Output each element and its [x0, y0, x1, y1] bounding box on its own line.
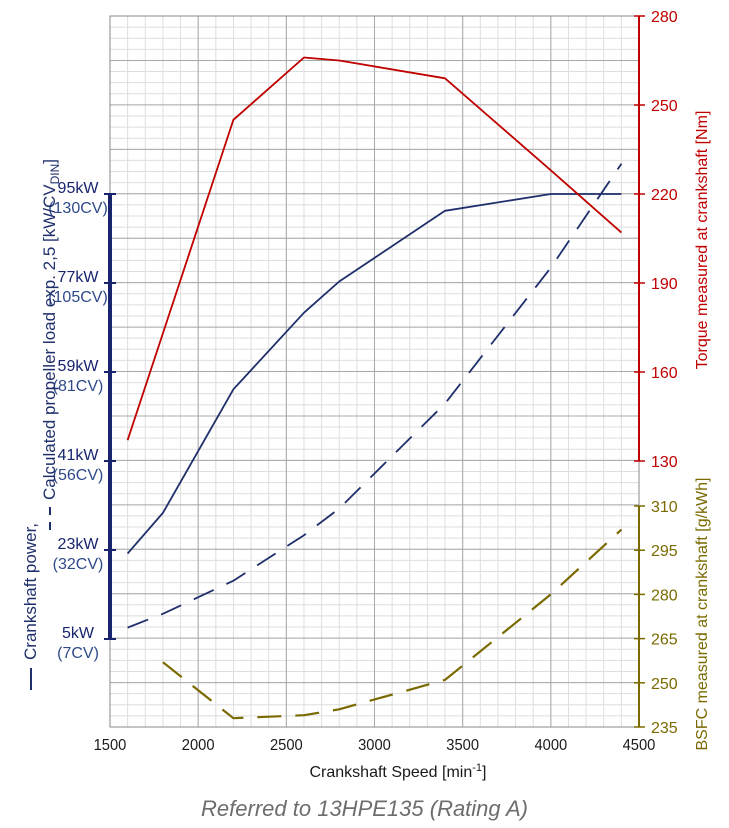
- labels-layer: 1500 2000 2500 3000 3500 4000 4500 Crankshaft S…: [21, 9, 711, 781]
- x-tick-label: 1500: [94, 736, 127, 754]
- torque-tick-label: 130: [651, 454, 678, 471]
- x-tick-label: 4500: [623, 736, 656, 754]
- torque-axis-title: Torque measured at crankshaft [Nm]: [694, 111, 711, 370]
- power-solid-series-line: [126, 193, 622, 555]
- x-tick-label: 3000: [358, 736, 391, 754]
- torque-tick-label: 250: [651, 98, 678, 115]
- bsfc-dashed-series-line: [162, 528, 623, 720]
- propeller-axis-title-line2: Calculated propeller load exp. 2,5 [kW/C…: [40, 159, 62, 500]
- power-tick-cv-label: (7CV): [57, 645, 99, 662]
- bsfc-tick-label: 280: [651, 587, 678, 604]
- power-tick-cv-label: (130CV): [48, 200, 108, 217]
- power-tick-cv-label: (105CV): [48, 289, 108, 306]
- power-axis-title: Crankshaft power,: [21, 523, 40, 690]
- power-axis-title-line1: Crankshaft power,: [21, 523, 40, 660]
- power-tick-kw-label: 59kW: [58, 358, 100, 375]
- x-tick-label: 2500: [270, 736, 303, 754]
- bsfc-tick-label: 265: [651, 632, 678, 649]
- power-tick-kw-label: 5kW: [62, 625, 95, 642]
- x-tick-label: 4000: [534, 736, 567, 754]
- power-tick-cv-label: (32CV): [53, 556, 104, 573]
- power-tick-cv-label: (56CV): [53, 467, 104, 484]
- power-tick-kw-label: 77kW: [58, 269, 100, 286]
- x-tick-label: 3500: [446, 736, 479, 754]
- bsfc-axis-title: BSFC measured at crankshaft [g/kWh]: [694, 478, 711, 751]
- power-dashed-series-line: [127, 163, 623, 629]
- axes-layer: [104, 15, 645, 728]
- bsfc-tick-label: 295: [651, 543, 678, 560]
- x-axis-label: Crankshaft Speed [min-1]: [310, 762, 487, 781]
- torque-solid-series-line: [126, 56, 622, 441]
- major-grid: [109, 15, 640, 728]
- torque-tick-label: 280: [651, 9, 678, 26]
- power-tick-kw-label: 23kW: [58, 536, 100, 553]
- power-tick-cv-label: (81CV): [53, 378, 104, 395]
- power-tick-kw-label: 95kW: [58, 180, 100, 197]
- bsfc-tick-label: 250: [651, 676, 678, 693]
- x-tick-label: 2000: [182, 736, 215, 754]
- chart-caption: Referred to 13HPE135 (Rating A): [201, 796, 528, 821]
- propeller-axis-title: Calculated propeller load exp. 2,5 [kW/C…: [40, 159, 62, 530]
- torque-tick-label: 160: [651, 365, 678, 382]
- torque-tick-label: 190: [651, 276, 678, 293]
- bsfc-tick-label: 310: [651, 499, 678, 516]
- bsfc-tick-label: 235: [651, 720, 678, 737]
- torque-tick-label: 220: [651, 187, 678, 204]
- series-layer: [126, 56, 623, 720]
- power-tick-kw-label: 41kW: [58, 447, 100, 464]
